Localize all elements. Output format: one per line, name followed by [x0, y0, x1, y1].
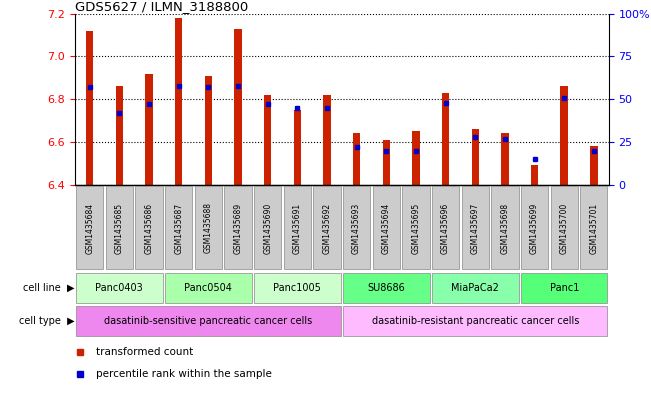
Text: GSM1435701: GSM1435701: [589, 202, 598, 253]
Bar: [590, 146, 598, 185]
Text: Panc0504: Panc0504: [184, 283, 232, 293]
FancyBboxPatch shape: [521, 273, 607, 303]
Bar: [353, 133, 360, 185]
Text: dasatinib-sensitive pancreatic cancer cells: dasatinib-sensitive pancreatic cancer ce…: [104, 316, 312, 326]
FancyBboxPatch shape: [432, 273, 519, 303]
Text: GSM1435697: GSM1435697: [471, 202, 480, 253]
FancyBboxPatch shape: [372, 186, 400, 270]
FancyBboxPatch shape: [432, 186, 459, 270]
FancyBboxPatch shape: [76, 273, 163, 303]
FancyBboxPatch shape: [551, 186, 578, 270]
FancyBboxPatch shape: [343, 186, 370, 270]
Bar: [501, 133, 508, 185]
Text: GSM1435691: GSM1435691: [293, 202, 302, 253]
Bar: [324, 95, 331, 185]
Bar: [175, 18, 182, 185]
Bar: [145, 73, 153, 185]
Bar: [204, 76, 212, 185]
FancyBboxPatch shape: [284, 186, 311, 270]
Text: SU8686: SU8686: [367, 283, 405, 293]
FancyBboxPatch shape: [343, 273, 430, 303]
Text: GSM1435684: GSM1435684: [85, 202, 94, 253]
FancyBboxPatch shape: [402, 186, 430, 270]
Text: GSM1435693: GSM1435693: [352, 202, 361, 253]
Text: GSM1435692: GSM1435692: [322, 202, 331, 253]
Bar: [471, 129, 479, 185]
Bar: [531, 165, 538, 185]
Bar: [412, 131, 420, 185]
Text: GSM1435694: GSM1435694: [381, 202, 391, 253]
FancyBboxPatch shape: [254, 273, 340, 303]
Text: percentile rank within the sample: percentile rank within the sample: [96, 369, 272, 379]
Text: GSM1435689: GSM1435689: [234, 202, 242, 253]
Bar: [116, 86, 123, 185]
Bar: [383, 140, 390, 185]
Text: GSM1435686: GSM1435686: [145, 202, 154, 253]
FancyBboxPatch shape: [76, 186, 104, 270]
Bar: [234, 29, 242, 185]
Bar: [442, 93, 449, 185]
FancyBboxPatch shape: [165, 273, 252, 303]
Bar: [561, 86, 568, 185]
FancyBboxPatch shape: [462, 186, 489, 270]
Text: GSM1435696: GSM1435696: [441, 202, 450, 253]
Text: GSM1435685: GSM1435685: [115, 202, 124, 253]
Text: MiaPaCa2: MiaPaCa2: [451, 283, 499, 293]
Text: GDS5627 / ILMN_3188800: GDS5627 / ILMN_3188800: [75, 0, 248, 13]
Text: transformed count: transformed count: [96, 347, 193, 357]
Bar: [86, 31, 93, 185]
FancyBboxPatch shape: [254, 186, 281, 270]
FancyBboxPatch shape: [135, 186, 163, 270]
Bar: [264, 95, 271, 185]
Text: dasatinib-resistant pancreatic cancer cells: dasatinib-resistant pancreatic cancer ce…: [372, 316, 579, 326]
Text: Panc0403: Panc0403: [96, 283, 143, 293]
FancyBboxPatch shape: [313, 186, 340, 270]
FancyBboxPatch shape: [580, 186, 607, 270]
Text: cell type  ▶: cell type ▶: [20, 316, 75, 326]
Text: GSM1435688: GSM1435688: [204, 202, 213, 253]
Text: GSM1435699: GSM1435699: [530, 202, 539, 253]
Text: GSM1435695: GSM1435695: [411, 202, 421, 253]
Bar: [294, 110, 301, 185]
FancyBboxPatch shape: [105, 186, 133, 270]
FancyBboxPatch shape: [343, 306, 607, 336]
Text: Panc1: Panc1: [549, 283, 579, 293]
FancyBboxPatch shape: [195, 186, 222, 270]
FancyBboxPatch shape: [492, 186, 519, 270]
Text: GSM1435700: GSM1435700: [560, 202, 569, 253]
FancyBboxPatch shape: [76, 306, 340, 336]
Text: GSM1435698: GSM1435698: [501, 202, 509, 253]
FancyBboxPatch shape: [165, 186, 192, 270]
FancyBboxPatch shape: [225, 186, 252, 270]
Text: cell line  ▶: cell line ▶: [23, 283, 75, 293]
Text: GSM1435687: GSM1435687: [174, 202, 183, 253]
Text: Panc1005: Panc1005: [273, 283, 321, 293]
Text: GSM1435690: GSM1435690: [263, 202, 272, 253]
FancyBboxPatch shape: [521, 186, 548, 270]
